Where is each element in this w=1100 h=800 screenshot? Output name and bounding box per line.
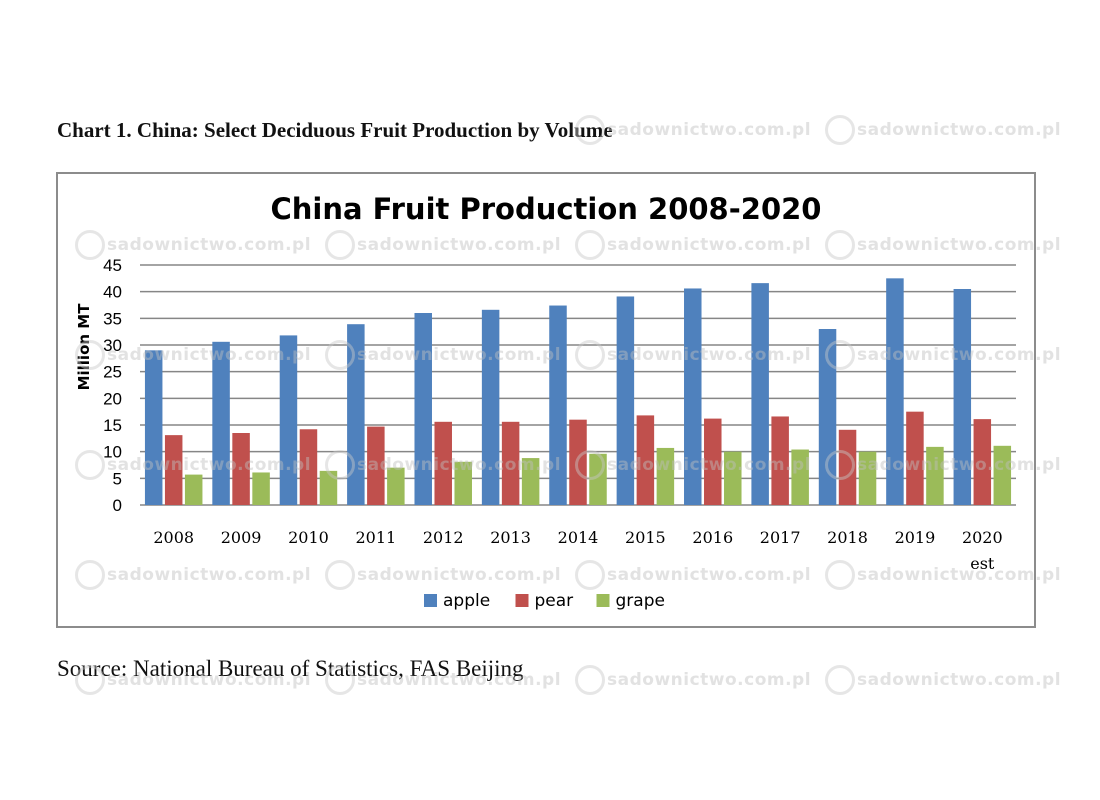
x-tick-label: 2017 <box>760 528 801 547</box>
x-tick-label: 2014 <box>558 528 599 547</box>
bar-apple <box>549 305 567 505</box>
y-tick-label: 40 <box>103 283 122 302</box>
bar-apple <box>953 289 972 505</box>
legend-swatch-grape <box>596 594 610 607</box>
bar-apple <box>144 350 163 505</box>
y-tick-label: 5 <box>113 469 122 488</box>
legend-label-apple: apple <box>443 591 490 611</box>
bar-pear <box>164 435 183 505</box>
x-tick-label: 2018 <box>827 528 868 547</box>
y-tick-label: 10 <box>103 443 122 462</box>
y-tick-label: 20 <box>103 389 122 408</box>
watermark-text: sadownictwo.com.pl <box>607 120 812 140</box>
y-axis-label: Million MT <box>75 303 93 391</box>
x-tick-label: 2008 <box>153 528 194 547</box>
bar-grape <box>454 461 472 505</box>
bar-grape <box>993 445 1012 505</box>
watermark-logo-icon <box>575 665 605 695</box>
x-tick-label: 2012 <box>423 528 464 547</box>
bar-pear <box>636 415 655 505</box>
bar-apple <box>616 296 635 505</box>
x-tick-label: 2013 <box>490 528 531 547</box>
bar-grape <box>184 474 203 505</box>
bar-grape <box>521 458 540 505</box>
bar-pear <box>704 418 722 505</box>
bar-apple <box>751 283 769 505</box>
legend-label-pear: pear <box>535 591 574 611</box>
x-tick-label: est <box>970 554 995 573</box>
bar-pear <box>367 426 385 505</box>
x-tick-label: 2019 <box>895 528 936 547</box>
bar-pear <box>569 419 587 505</box>
bar-pear <box>299 429 318 505</box>
bar-grape <box>656 447 675 505</box>
chart-frame: China Fruit Production 2008-2020 0 5 10 15 20… <box>56 172 1036 628</box>
bar-grape <box>319 470 338 505</box>
bar-apple <box>818 329 837 505</box>
bar-apple <box>347 324 365 505</box>
watermark: sadownictwo.com.pl <box>825 115 1061 145</box>
y-tick-label: 35 <box>103 309 122 328</box>
watermark-logo-icon <box>825 115 855 145</box>
legend-label-grape: grape <box>616 591 665 611</box>
bar-apple <box>279 335 298 505</box>
chart-title: China Fruit Production 2008-2020 <box>271 192 822 226</box>
bar-grape <box>926 446 944 505</box>
watermark: sadownictwo.com.pl <box>575 665 811 695</box>
x-tick-label: 2011 <box>355 528 396 547</box>
bar-pear <box>232 433 250 505</box>
bar-grape <box>252 472 270 505</box>
bar-grape <box>791 449 809 505</box>
bar-apple <box>212 341 230 505</box>
bar-pear <box>434 421 452 505</box>
x-tick-label: 2010 <box>288 528 329 547</box>
watermark-text: sadownictwo.com.pl <box>857 670 1062 690</box>
y-tick-label: 15 <box>103 416 122 435</box>
watermark-logo-icon <box>825 665 855 695</box>
y-tick-label: 25 <box>103 363 122 382</box>
bar-pear <box>771 416 789 505</box>
bar-grape <box>589 453 607 505</box>
watermark: sadownictwo.com.pl <box>825 665 1061 695</box>
bar-apple <box>886 278 904 505</box>
legend-swatch-pear <box>515 594 529 607</box>
bar-pear <box>906 411 924 505</box>
legend-swatch-apple <box>424 594 437 607</box>
bar-pear <box>973 419 992 505</box>
y-tick-label: 30 <box>103 336 122 355</box>
bar-apple <box>414 313 432 505</box>
watermark-text: sadownictwo.com.pl <box>607 670 812 690</box>
y-tick-label: 45 <box>103 256 122 275</box>
bar-pear <box>838 429 857 505</box>
bar-apple <box>684 288 702 505</box>
source-note: Source: National Bureau of Statistics, F… <box>57 656 524 681</box>
watermark-text: sadownictwo.com.pl <box>857 120 1062 140</box>
bar-chart: China Fruit Production 2008-2020 0 5 10 15 20… <box>75 192 1016 611</box>
bar-apple <box>481 309 500 505</box>
x-tick-label: 2015 <box>625 528 666 547</box>
x-tick-label: 2009 <box>221 528 262 547</box>
y-tick-label: 0 <box>113 496 122 515</box>
bar-pear <box>501 421 520 505</box>
bar-grape <box>724 451 742 505</box>
bar-grape <box>387 467 405 505</box>
x-tick-label: 2020 <box>962 528 1003 547</box>
chart-caption: Chart 1. China: Select Deciduous Fruit P… <box>57 118 613 142</box>
x-tick-label: 2016 <box>692 528 733 547</box>
bar-grape <box>858 451 877 505</box>
